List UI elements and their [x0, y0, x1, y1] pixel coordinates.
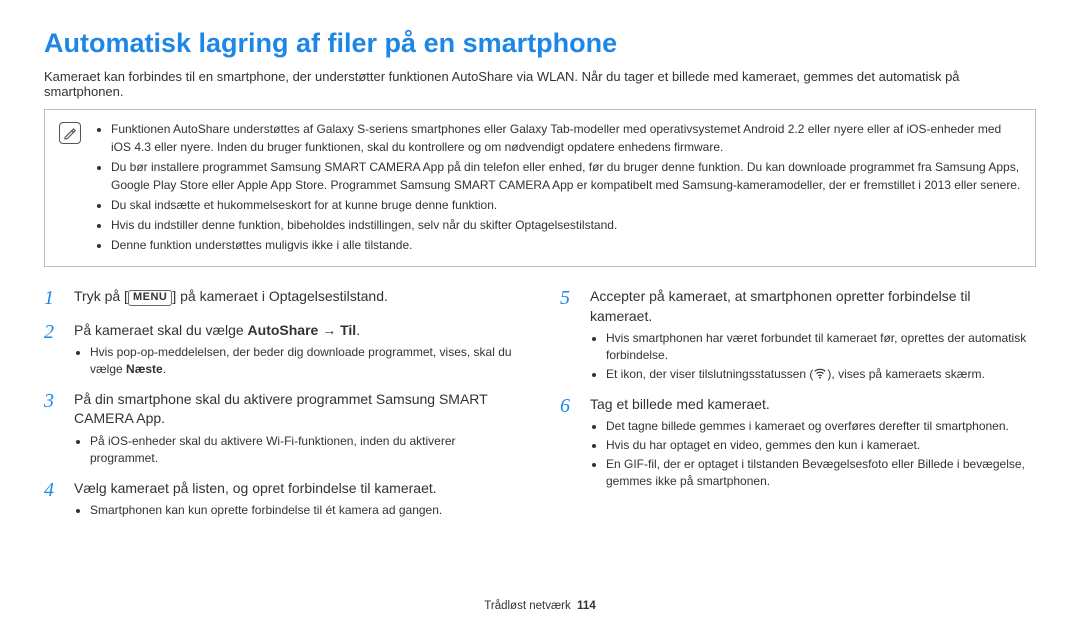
step-text: På kameraet skal du vælge AutoShare → Ti…: [74, 321, 520, 341]
step-number: 6: [560, 395, 580, 492]
note-item: Du bør installere programmet Samsung SMA…: [111, 158, 1021, 194]
note-item: Funktionen AutoShare understøttes af Gal…: [111, 120, 1021, 156]
note-item: Hvis du indstiller denne funktion, bibeh…: [111, 216, 1021, 234]
step-content: Vælg kameraet på listen, og opret forbin…: [74, 479, 520, 521]
footer-section: Trådløst netværk: [484, 600, 570, 612]
note-item: Denne funktion understøttes muligvis ikk…: [111, 236, 1021, 254]
step-sub-list: Hvis pop-op-meddelelsen, der beder dig d…: [74, 344, 520, 378]
step: 2 På kameraet skal du vælge AutoShare → T…: [44, 321, 520, 380]
menu-button-icon: MENU: [128, 290, 172, 306]
footer: Trådløst netværk 114: [0, 600, 1080, 612]
step: 4 Vælg kameraet på listen, og opret forbi…: [44, 479, 520, 521]
step-text: På din smartphone skal du aktivere progr…: [74, 390, 520, 429]
step-sub-list: Hvis smartphonen har været forbundet til…: [590, 330, 1036, 382]
step-sub-list: På iOS-enheder skal du aktivere Wi-Fi-fu…: [74, 433, 520, 467]
step-number: 5: [560, 287, 580, 385]
step-sub-item: Hvis pop-op-meddelelsen, der beder dig d…: [90, 344, 520, 378]
step-content: Tag et billede med kameraet. Det tagne bi…: [590, 395, 1036, 492]
step-content: Accepter på kameraet, at smartphonen opr…: [590, 287, 1036, 385]
step-number: 4: [44, 479, 64, 521]
step-sub-item: Et ikon, der viser tilslutningsstatussen…: [606, 366, 1036, 383]
step-text: Accepter på kameraet, at smartphonen opr…: [590, 287, 1036, 326]
footer-page: 114: [577, 600, 596, 612]
step-number: 3: [44, 390, 64, 469]
step-text: Tag et billede med kameraet.: [590, 395, 1036, 415]
lead-paragraph: Kameraet kan forbindes til en smartphone…: [44, 69, 1036, 99]
step-content: På kameraet skal du vælge AutoShare → Ti…: [74, 321, 520, 380]
step-sub-item: På iOS-enheder skal du aktivere Wi-Fi-fu…: [90, 433, 520, 467]
step-number: 1: [44, 287, 64, 311]
step-sub-list: Smartphonen kan kun oprette forbindelse …: [74, 502, 520, 519]
step-number: 2: [44, 321, 64, 380]
step: 5 Accepter på kameraet, at smartphonen op…: [560, 287, 1036, 385]
step: 3 På din smartphone skal du aktivere prog…: [44, 390, 520, 469]
page-title: Automatisk lagring af filer på en smartp…: [44, 28, 1036, 59]
step-text: Tryk på [MENU] på kameraet i Optagelsest…: [74, 287, 520, 307]
step-sub-item: Hvis smartphonen har været forbundet til…: [606, 330, 1036, 364]
note-icon: [59, 122, 81, 144]
note-box: Funktionen AutoShare understøttes af Gal…: [44, 109, 1036, 267]
step-text: Vælg kameraet på listen, og opret forbin…: [74, 479, 520, 499]
step-sub-item: En GIF-fil, der er optaget i tilstanden …: [606, 456, 1036, 490]
note-item: Du skal indsætte et hukommelseskort for …: [111, 196, 1021, 214]
note-list: Funktionen AutoShare understøttes af Gal…: [95, 120, 1021, 256]
step-sub-item: Det tagne billede gemmes i kameraet og o…: [606, 418, 1036, 435]
step-content: Tryk på [MENU] på kameraet i Optagelsest…: [74, 287, 520, 311]
step: 6 Tag et billede med kameraet. Det tagne b…: [560, 395, 1036, 492]
step-sub-item: Smartphonen kan kun oprette forbindelse …: [90, 502, 520, 519]
step: 1 Tryk på [MENU] på kameraet i Optagelses…: [44, 287, 520, 311]
step-sub-list: Det tagne billede gemmes i kameraet og o…: [590, 418, 1036, 489]
step-content: På din smartphone skal du aktivere progr…: [74, 390, 520, 469]
right-column: 5 Accepter på kameraet, at smartphonen op…: [560, 287, 1036, 531]
left-column: 1 Tryk på [MENU] på kameraet i Optagelses…: [44, 287, 520, 531]
step-sub-item: Hvis du har optaget en video, gemmes den…: [606, 437, 1036, 454]
